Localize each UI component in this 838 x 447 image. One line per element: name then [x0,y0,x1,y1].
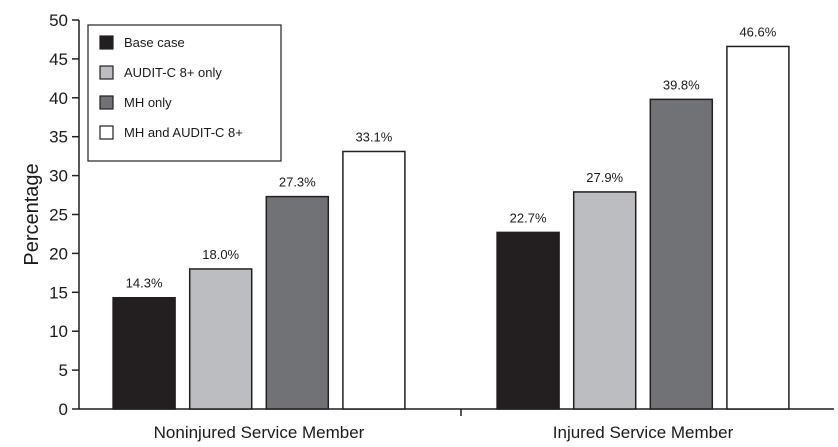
bar [649,98,714,410]
legend-swatch [99,65,114,80]
axes: 0 5 10 15 20 25 30 35 40 45 50 Noninjured Service M… [49,11,834,442]
bar [112,296,176,410]
y-tick-label: 10 [49,322,68,341]
data-label: 14.3% [126,276,163,291]
y-tick-label: 20 [49,244,68,263]
data-label: 22.7% [510,210,547,225]
x-category-label: Noninjured Service Member [154,423,365,442]
y-tick-label: 40 [49,89,68,108]
y-tick-label: 30 [49,167,68,186]
y-tick-label: 5 [59,361,68,380]
bar [342,150,406,410]
legend-swatch [99,125,114,140]
legend-label: MH only [124,95,172,110]
legend-box [87,24,282,162]
legend-label: Base case [124,35,185,50]
data-label: 39.8% [663,77,700,92]
y-tick-label: 15 [49,283,68,302]
bar [726,45,790,410]
bar [572,191,637,410]
legend-swatch [99,35,114,50]
legend: Base case AUDIT-C 8+ only MH only MH and AU… [87,24,282,162]
legend-label: AUDIT-C 8+ only [124,65,222,80]
data-label: 33.1% [355,129,392,144]
y-tick-label: 35 [49,128,68,147]
y-tick-label: 50 [49,11,68,30]
y-tick-label: 0 [59,400,68,419]
y-tick-label: 25 [49,206,68,225]
data-label: 46.6% [739,24,776,39]
y-axis-title: Percentage [21,163,43,265]
x-category-label: Injured Service Member [553,423,734,442]
data-label: 18.0% [202,247,239,262]
legend-swatch [99,95,114,110]
bar [265,195,330,410]
bar [188,268,253,410]
data-label: 27.3% [279,175,316,190]
y-tick-label: 45 [49,50,68,69]
data-label: 27.9% [586,170,623,185]
legend-label: MH and AUDIT-C 8+ [124,125,243,140]
bar [496,231,560,410]
bars: 14.3% 18.0% 27.3% 33.1% 22.7% 27.9% 39.8% 46.6% [112,24,790,410]
